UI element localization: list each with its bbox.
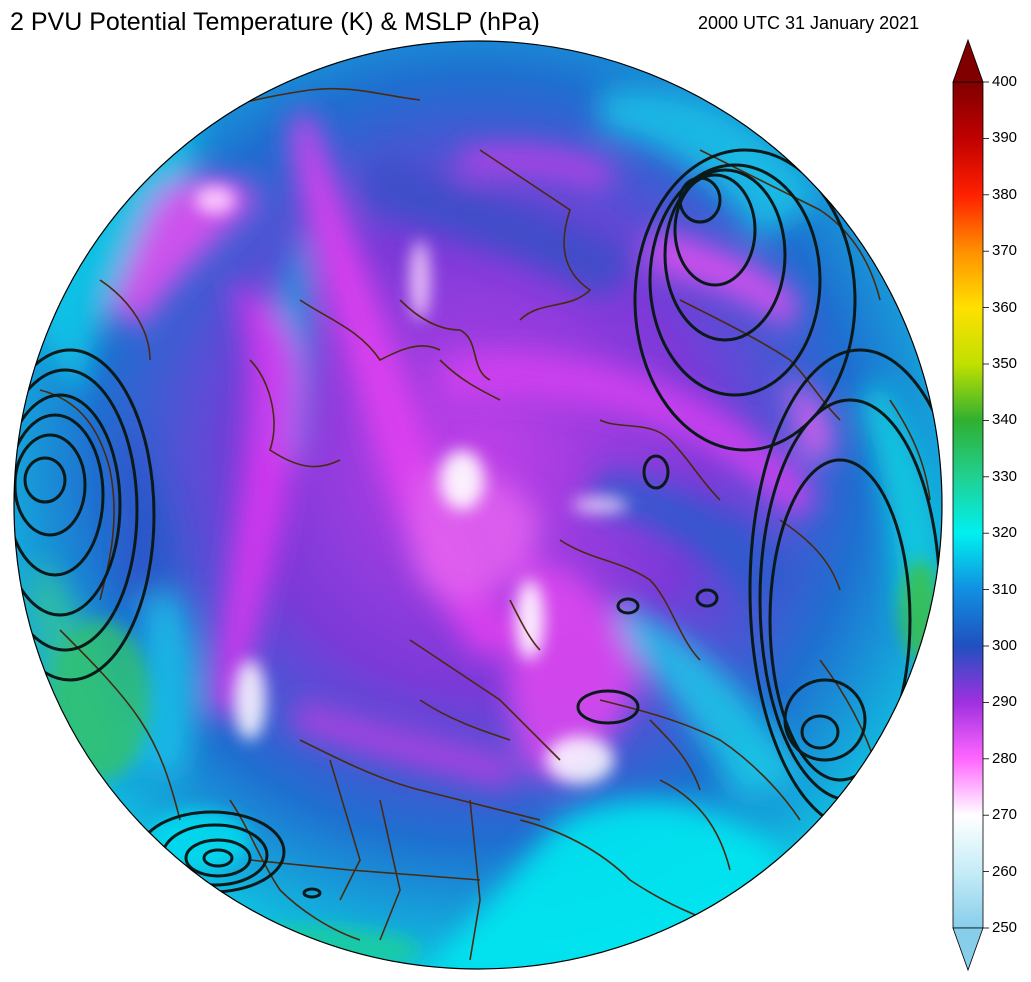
colorbar-tick-label: 370 <box>992 242 1018 260</box>
colorbar-tick-label: 250 <box>992 919 1018 936</box>
colorbar-tick-label: 310 <box>992 580 1018 598</box>
colorbar-tick-label: 390 <box>992 129 1018 147</box>
colorbar <box>952 38 989 972</box>
colorbar-tick-label: 300 <box>992 637 1018 654</box>
colorbar-tick-label: 350 <box>992 355 1018 372</box>
colorbar-tick-label: 270 <box>992 806 1018 824</box>
mslp-isobars <box>14 148 942 899</box>
colorbar-tick-label: 360 <box>992 298 1018 316</box>
map-title: 2 PVU Potential Temperature (K) & MSLP (… <box>10 8 540 36</box>
colorbar-tick-label: 340 <box>992 411 1018 429</box>
colorbar-tick-label: 290 <box>992 693 1018 711</box>
colorbar-tick-label: 280 <box>992 749 1018 767</box>
colorbar-tick-label: 320 <box>992 524 1018 542</box>
colorbar-tick-label: 400 <box>992 73 1018 90</box>
colorbar-tick-label: 260 <box>992 862 1018 880</box>
colorbar-tick-label: 330 <box>992 467 1018 485</box>
globe-outline <box>13 40 943 970</box>
colorbar-tick-label: 380 <box>992 185 1018 203</box>
potential-temperature-field <box>14 41 942 969</box>
valid-time: 2000 UTC 31 January 2021 <box>698 13 920 33</box>
